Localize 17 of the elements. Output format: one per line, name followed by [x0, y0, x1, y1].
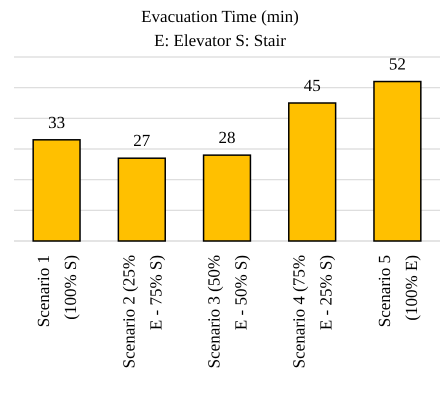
- data-label: 27: [133, 131, 151, 150]
- x-tick-label: Scenario 4 (75% E - 25% S): [290, 255, 336, 368]
- data-label: 33: [48, 112, 66, 132]
- data-label: 45: [304, 76, 321, 95]
- chart-title: Evacuation Time (min): [141, 7, 299, 26]
- data-label: 28: [218, 128, 236, 148]
- x-tick-label: Scenario 3 (50% E - 50% S): [204, 255, 250, 368]
- x-tick-label: Scenario 2 (25% E - 75% S): [119, 255, 166, 368]
- bar: [32, 139, 81, 242]
- x-tick-label: Scenario 1 (100% S): [34, 255, 80, 328]
- bar: [118, 157, 166, 242]
- bar: [288, 102, 336, 242]
- data-label: 52: [388, 54, 406, 74]
- bar: [202, 154, 252, 242]
- x-tick-label: Scenario 5 (100% E): [374, 255, 421, 328]
- chart-subtitle: E: Elevator S: Stair: [154, 31, 286, 50]
- bar: [373, 80, 422, 242]
